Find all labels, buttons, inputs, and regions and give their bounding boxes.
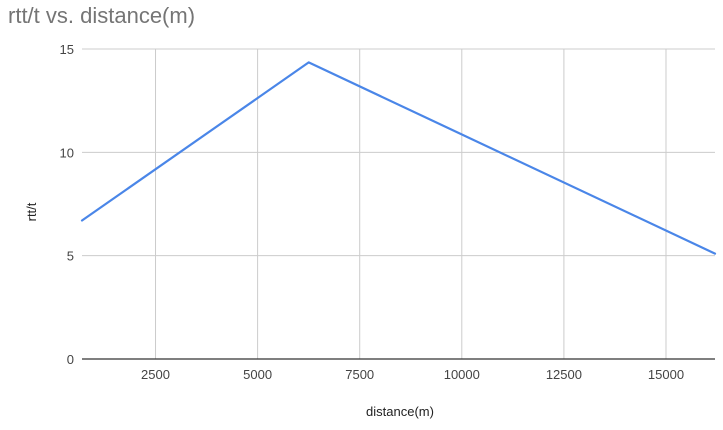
- x-tick-label: 10000: [444, 367, 480, 382]
- chart-title: rtt/t vs. distance(m): [8, 3, 196, 28]
- x-tick-label: 2500: [141, 367, 170, 382]
- x-axis-title: distance(m): [366, 404, 434, 419]
- y-tick-label: 15: [60, 42, 74, 57]
- series-line: [80, 61, 717, 255]
- x-tick-label: 15000: [648, 367, 684, 382]
- y-tick-label: 5: [67, 249, 74, 264]
- x-tick-label: 12500: [546, 367, 582, 382]
- y-axis-title: rtt/t: [24, 202, 39, 221]
- series-layer: [80, 61, 717, 255]
- y-tick-label: 0: [67, 352, 74, 367]
- grid-lines: [82, 48, 715, 359]
- tick-labels: 0 5 10 15 2500 5000 7500 10000 12500 15000: [60, 42, 685, 382]
- x-tick-label: 5000: [243, 367, 272, 382]
- x-tick-label: 7500: [345, 367, 374, 382]
- y-tick-label: 10: [60, 145, 74, 160]
